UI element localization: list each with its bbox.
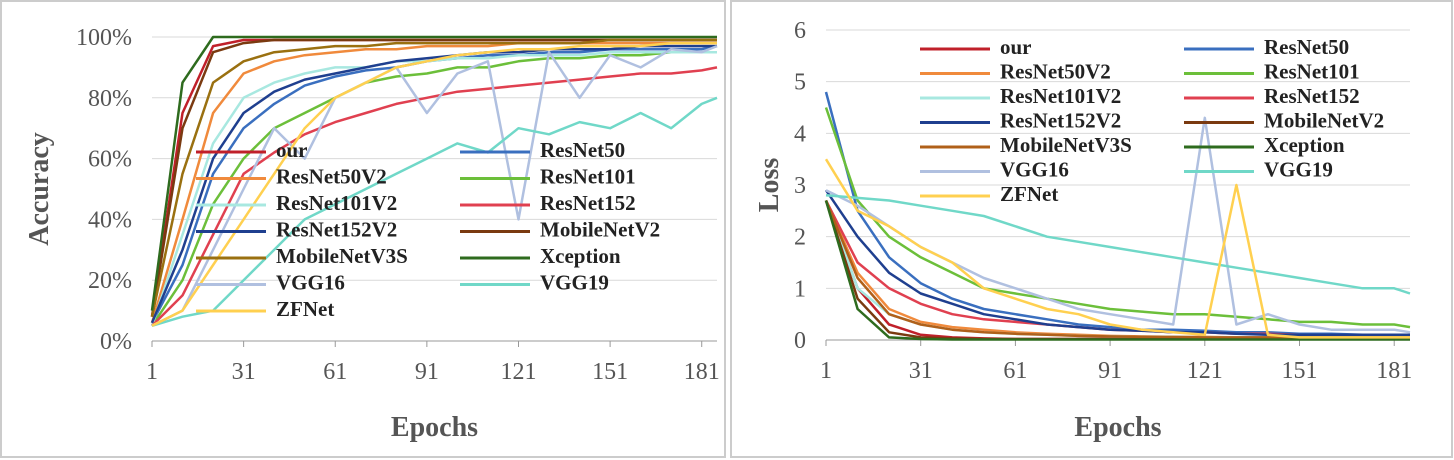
series-line bbox=[824, 158, 1410, 339]
legend-label: MobileNetV3S bbox=[1000, 133, 1132, 157]
legend-label: Xception bbox=[540, 244, 621, 268]
y-tick-label: 4 bbox=[794, 121, 806, 147]
legend-label: VGG19 bbox=[1264, 157, 1333, 181]
legend-label: our bbox=[1000, 35, 1032, 59]
y-tick-label: 0 bbox=[794, 328, 806, 354]
legend-label: MobileNetV2 bbox=[1264, 108, 1384, 132]
legend-label: ResNet50V2 bbox=[1000, 59, 1111, 83]
series-line bbox=[151, 96, 718, 327]
series-line bbox=[150, 50, 717, 327]
legend-label: ResNet50 bbox=[540, 138, 625, 162]
legend-label: Xception bbox=[1264, 133, 1345, 157]
legend-label: ZFNet bbox=[1000, 182, 1058, 206]
x-axis-label: Epochs bbox=[391, 412, 478, 443]
series-line bbox=[824, 200, 1410, 341]
series-line bbox=[824, 189, 1410, 337]
x-tick-label: 151 bbox=[592, 359, 628, 385]
legend-label: ZFNet bbox=[276, 297, 334, 321]
x-tick-label: 181 bbox=[684, 359, 720, 385]
x-tick-label: 61 bbox=[323, 359, 347, 385]
y-tick-label: 20% bbox=[88, 268, 132, 294]
legend-label: ResNet152 bbox=[1264, 84, 1360, 108]
y-tick-label: 100% bbox=[76, 25, 132, 51]
x-axis-label: Epochs bbox=[1074, 412, 1161, 443]
legend-label: VGG16 bbox=[1000, 157, 1069, 181]
y-tick-label: 40% bbox=[88, 207, 132, 233]
y-tick-label: 6 bbox=[794, 18, 806, 44]
y-axis-label: Accuracy bbox=[24, 132, 55, 246]
legend-label: ResNet152 bbox=[540, 191, 636, 215]
y-tick-label: 1 bbox=[794, 276, 806, 302]
y-tick-label: 3 bbox=[794, 173, 806, 199]
series-line bbox=[150, 41, 717, 324]
legend-label: ResNet50 bbox=[1264, 35, 1349, 59]
legend-label: MobileNetV3S bbox=[276, 244, 408, 268]
series-line bbox=[824, 200, 1410, 339]
y-tick-label: 0% bbox=[100, 329, 132, 355]
series-line bbox=[150, 35, 717, 311]
legend-label: ResNet101V2 bbox=[1000, 84, 1121, 108]
x-tick-label: 121 bbox=[500, 359, 536, 385]
x-tick-label: 31 bbox=[232, 359, 256, 385]
x-tick-label: 121 bbox=[1187, 358, 1223, 384]
series-line bbox=[150, 50, 717, 327]
legend-label: VGG19 bbox=[540, 270, 609, 294]
legend-label: VGG16 bbox=[276, 270, 345, 294]
x-tick-label: 1 bbox=[146, 359, 158, 385]
x-tick-label: 91 bbox=[1098, 358, 1122, 384]
legend-label: MobileNetV2 bbox=[540, 217, 660, 241]
x-tick-label: 61 bbox=[1003, 358, 1027, 384]
legend-label: ResNet152V2 bbox=[1000, 108, 1121, 132]
series-line bbox=[825, 194, 1411, 295]
legend-label: ResNet101V2 bbox=[276, 191, 397, 215]
series-line bbox=[824, 107, 1411, 329]
x-tick-label: 91 bbox=[415, 359, 439, 385]
panel-border bbox=[730, 0, 1453, 458]
x-tick-label: 151 bbox=[1282, 358, 1318, 384]
y-tick-label: 2 bbox=[794, 225, 806, 251]
y-tick-label: 5 bbox=[794, 70, 806, 96]
legend-label: ResNet101 bbox=[1264, 59, 1360, 83]
x-tick-label: 181 bbox=[1376, 358, 1412, 384]
x-tick-label: 1 bbox=[820, 358, 832, 384]
legend-label: ResNet50V2 bbox=[276, 164, 387, 188]
series-line bbox=[151, 41, 717, 327]
y-tick-label: 80% bbox=[88, 86, 132, 112]
legend-label: ResNet101 bbox=[540, 164, 636, 188]
series-line bbox=[150, 38, 717, 317]
y-axis-label: Loss bbox=[754, 158, 785, 213]
legend-label: ResNet152V2 bbox=[276, 217, 397, 241]
series-line bbox=[824, 199, 1410, 339]
series-line bbox=[824, 200, 1410, 339]
legend-label: our bbox=[276, 138, 308, 162]
x-tick-label: 31 bbox=[909, 358, 933, 384]
y-tick-label: 60% bbox=[88, 147, 132, 173]
panel-border bbox=[0, 0, 726, 458]
